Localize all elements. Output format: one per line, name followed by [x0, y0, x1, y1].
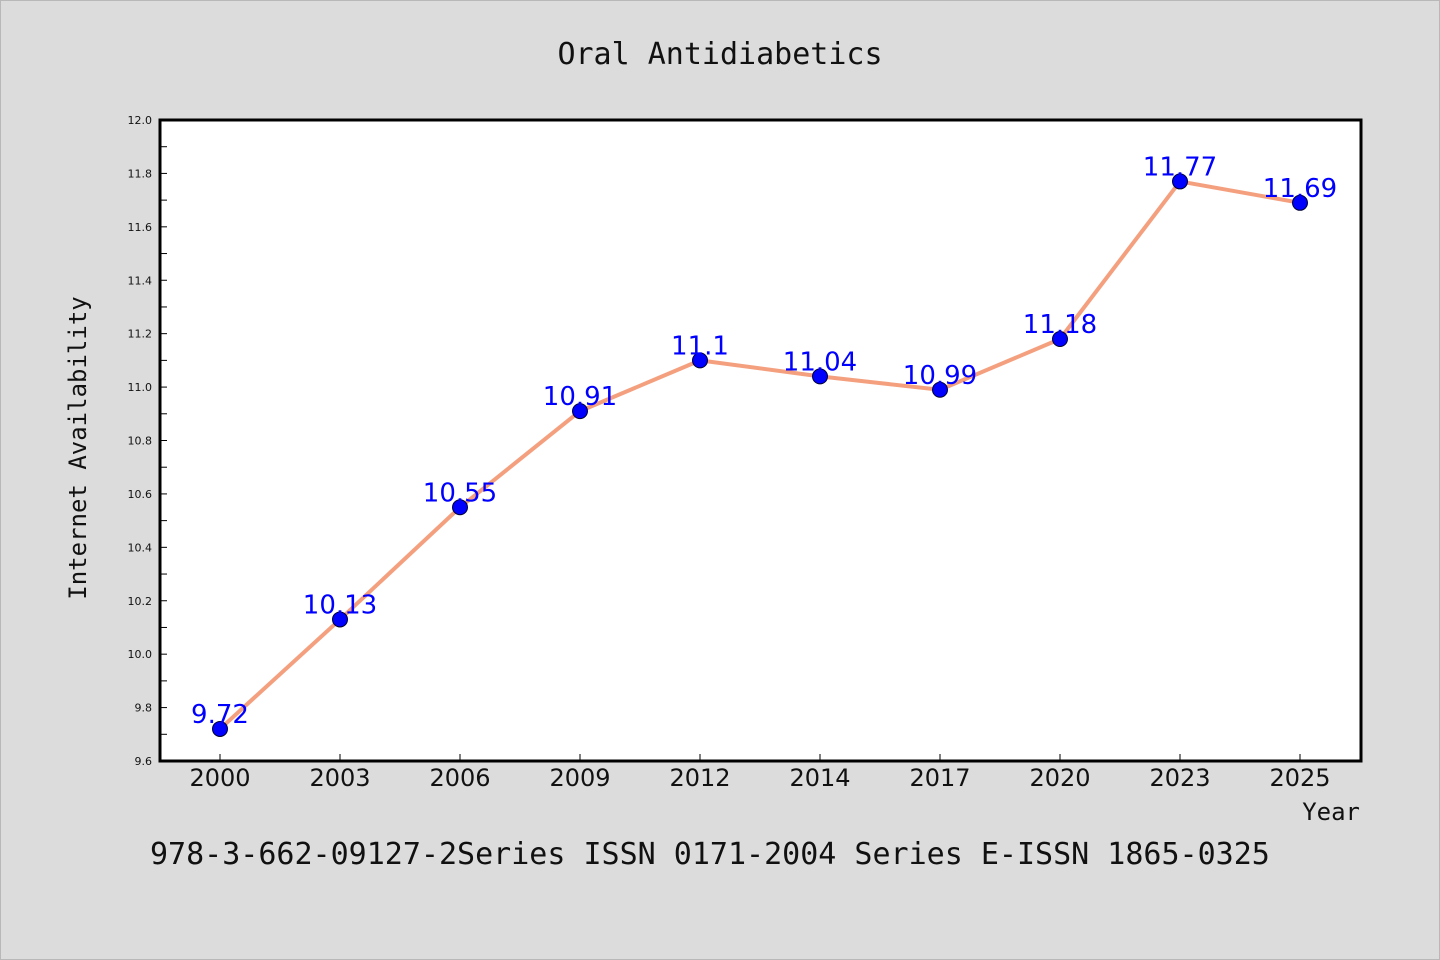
series-line: [218, 179, 1301, 731]
y-tick-label: 11.8: [128, 167, 153, 180]
x-tick-label: 2020: [1029, 764, 1090, 792]
y-tick-label: 10.0: [128, 648, 153, 661]
footer-citation: 978-3-662-09127-2Series ISSN 0171-2004 S…: [150, 837, 1270, 872]
data-label: 10.99: [903, 361, 977, 391]
chart-title: Oral Antidiabetics: [557, 37, 882, 72]
y-tick-label: 11.4: [128, 274, 153, 287]
x-tick-label: 2025: [1269, 764, 1330, 792]
y-tick-label: 9.6: [135, 755, 153, 768]
x-tick-label: 2003: [309, 764, 370, 792]
y-axis: 9.6 9.8 10.0 10.2 10.4 10.6 10.8 11.0 11.2 11.4 11…: [128, 114, 167, 768]
x-tick-label: 2017: [909, 764, 970, 792]
x-tick-label: 2012: [669, 764, 730, 792]
x-tick-label: 2023: [1149, 764, 1210, 792]
y-tick-label: 11.6: [128, 221, 153, 234]
y-tick-label: 10.8: [128, 435, 153, 448]
y-axis-title: Internet Availability: [64, 296, 92, 599]
data-label: 10.91: [543, 382, 617, 412]
y-tick-label: 11.2: [128, 328, 153, 341]
data-label: 11.77: [1143, 152, 1217, 182]
y-tick-label: 11.0: [128, 381, 153, 394]
data-point: [572, 403, 588, 420]
y-tick-label: 10.4: [128, 541, 153, 554]
x-tick-label: 2000: [189, 764, 250, 792]
data-label: 9.72: [191, 700, 249, 730]
data-point: [1172, 173, 1188, 190]
data-label: 10.55: [423, 478, 497, 508]
series-layer: 9.72 10.13 10.55 10.91 11.1 11.04 10.99 11.18 11…: [191, 152, 1337, 737]
data-label: 11.18: [1023, 310, 1097, 340]
data-point: [332, 611, 348, 628]
x-axis-title: Year: [1302, 798, 1360, 826]
plot-area: [158, 118, 1363, 763]
data-label: 10.13: [303, 590, 377, 620]
data-point: [212, 720, 228, 737]
data-point: [1292, 194, 1308, 211]
y-tick-label: 9.8: [135, 702, 153, 715]
data-point: [452, 499, 468, 516]
x-axis: 2000 2003 2006 2009 2012 2014 2017 2020 2023 2025: [189, 754, 1331, 792]
x-tick-label: 2014: [789, 764, 850, 792]
y-tick-label: 10.2: [128, 595, 153, 608]
data-point: [932, 381, 948, 398]
data-point: [692, 352, 708, 369]
y-tick-label: 10.6: [128, 488, 153, 501]
data-label: 11.69: [1263, 174, 1337, 204]
y-tick-label: 12.0: [128, 114, 153, 127]
data-point: [812, 368, 828, 385]
x-tick-label: 2009: [549, 764, 610, 792]
data-label: 11.1: [671, 331, 729, 361]
x-tick-label: 2006: [429, 764, 490, 792]
data-point: [1052, 331, 1068, 348]
data-label: 11.04: [783, 347, 857, 377]
